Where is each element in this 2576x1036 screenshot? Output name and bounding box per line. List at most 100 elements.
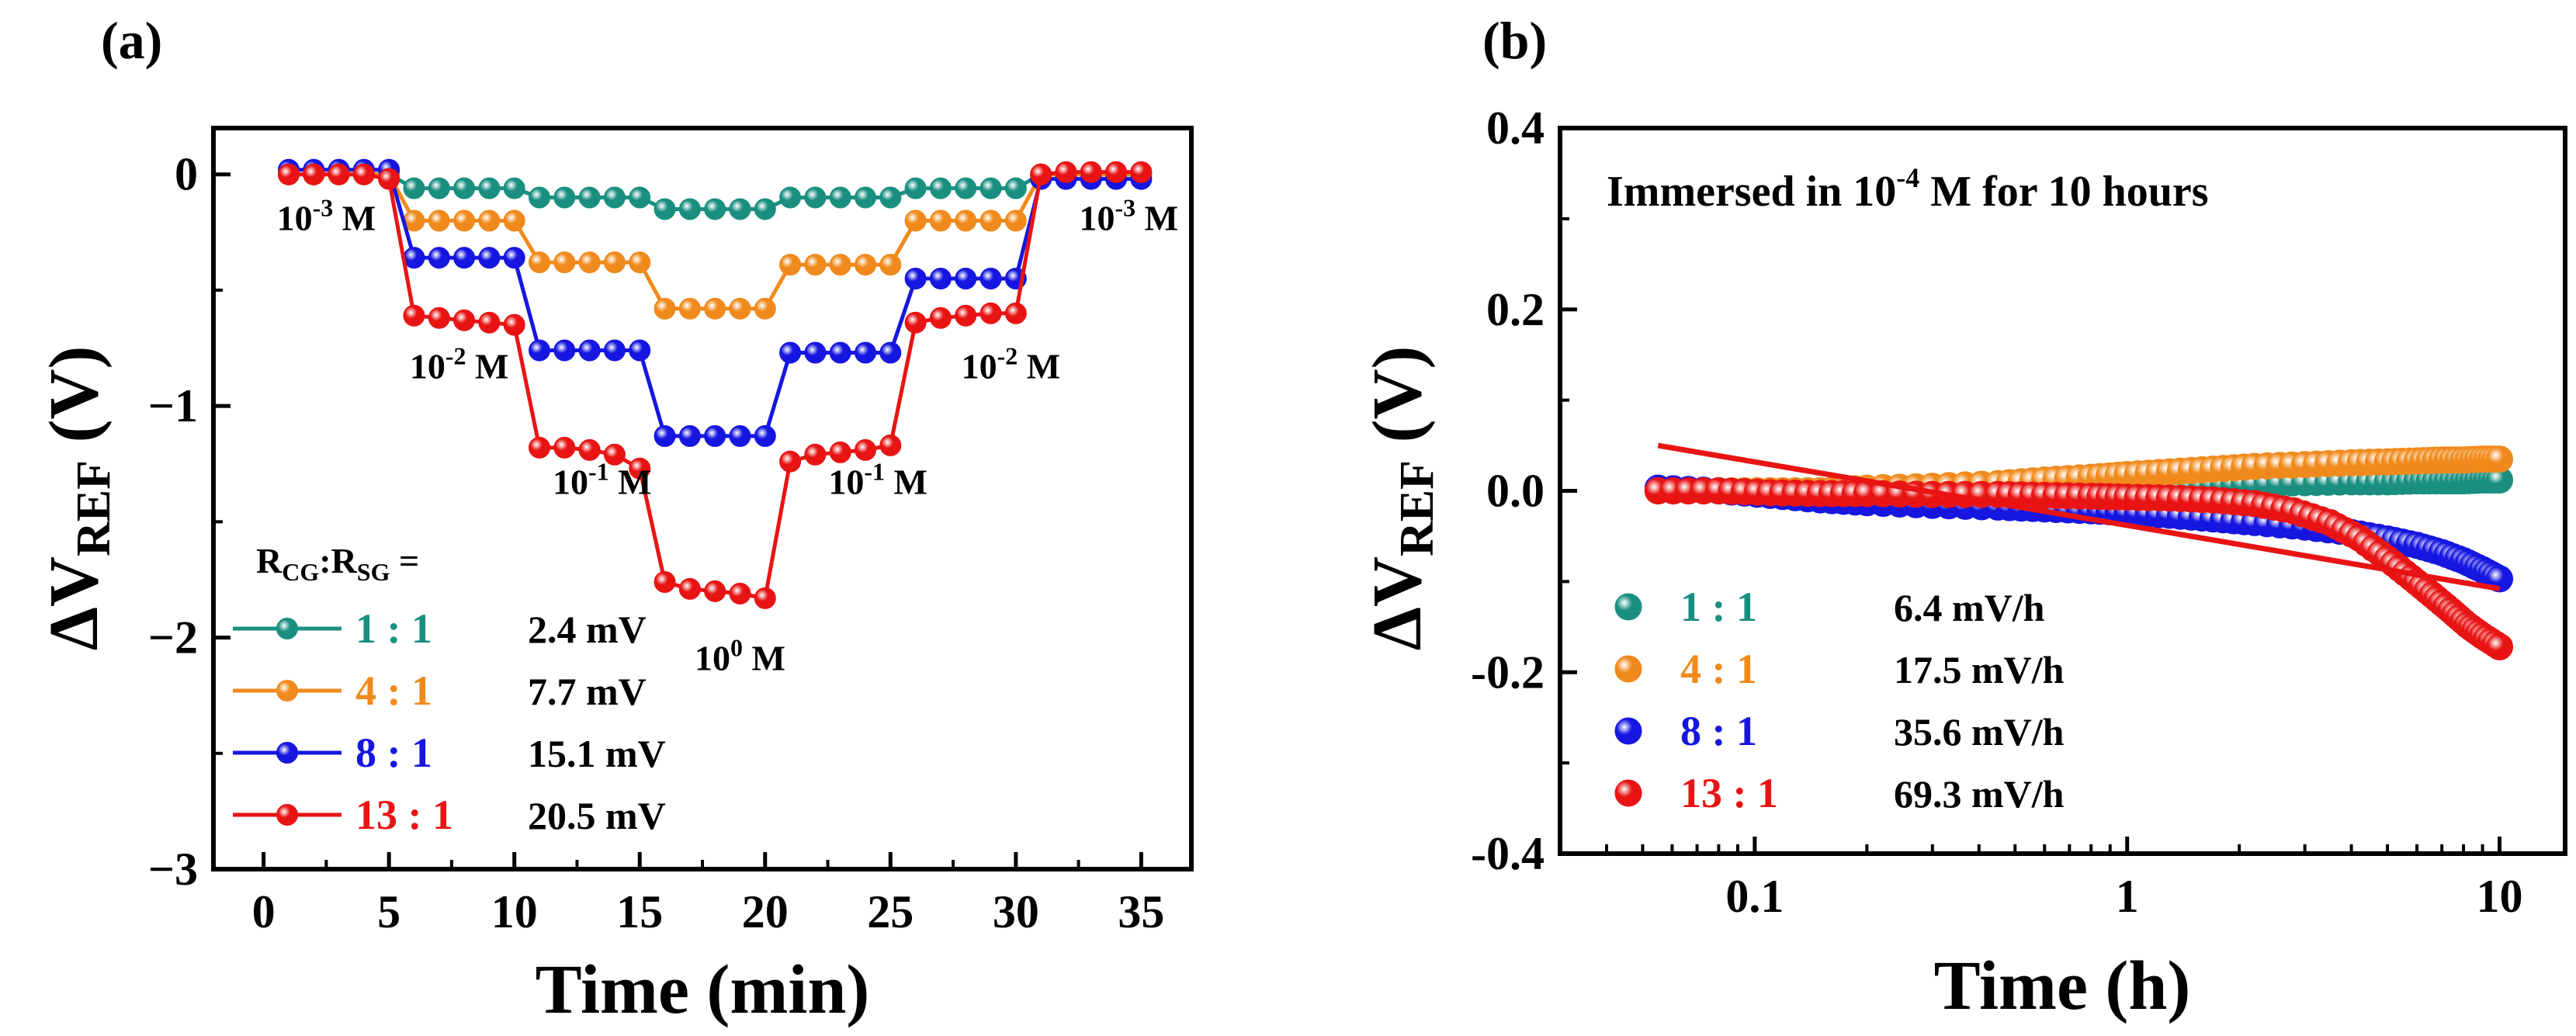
data-point-red <box>1004 302 1027 324</box>
data-point-blue <box>729 424 751 447</box>
data-point-blue <box>979 267 1002 289</box>
data-point-blue <box>829 341 851 364</box>
data-point-teal <box>529 186 550 209</box>
data-point-teal <box>578 186 601 209</box>
panel-a-chart: 0 5 10 15 20 25 30 35 0 −1 −2 −3 10-3 M 10-2 M 10-1 M… <box>36 126 1194 1028</box>
legend-ratio-teal: 1 : 1 <box>1680 584 1757 630</box>
panel-b-label: (b) <box>1482 11 1547 70</box>
data-point-red <box>678 577 701 600</box>
data-point-teal <box>754 198 776 220</box>
panel-a-ylabel: ΔVREF (V) <box>36 346 120 651</box>
concentration-label: 10-3 M <box>1079 193 1178 237</box>
data-point-teal <box>478 177 501 199</box>
panel-b-xlabel: Time (h) <box>1934 948 2191 1024</box>
data-point-red <box>403 304 425 327</box>
data-point-teal <box>428 177 450 199</box>
data-point-orange <box>804 254 827 276</box>
y-tick-label: −3 <box>148 844 198 895</box>
data-point-blue <box>879 341 902 364</box>
data-point-blue <box>603 339 626 362</box>
data-point-teal <box>979 177 1002 199</box>
data-point-teal <box>779 186 802 209</box>
data-point-red <box>1105 161 1128 183</box>
data-point-blue <box>678 424 701 447</box>
data-point-red <box>603 443 626 466</box>
data-point-red <box>804 443 827 466</box>
concentration-label: 10-2 M <box>410 341 509 386</box>
legend-marker-red <box>276 804 298 826</box>
fit-line <box>1657 442 2501 592</box>
data-point-orange <box>654 297 676 320</box>
x-tick-label: 5 <box>377 886 400 937</box>
data-point-teal <box>704 198 726 220</box>
data-point-orange <box>879 254 902 276</box>
data-point-orange <box>955 210 977 232</box>
panel-a-label: (a) <box>101 11 162 70</box>
data-point-orange <box>553 251 576 274</box>
data-point-red <box>855 438 876 461</box>
data-point-red <box>553 436 576 459</box>
panel-b-ylabel: ΔVREF (V) <box>1359 346 1444 651</box>
data-point-red <box>704 580 726 602</box>
legend-ratio-red: 13 : 1 <box>355 792 453 838</box>
data-point-red <box>1030 163 1052 185</box>
x-tick-label: 1 <box>2116 871 2139 922</box>
concentration-label: 10-3 M <box>277 193 376 237</box>
concentration-label: 100 M <box>695 633 785 677</box>
x-tick-label: 25 <box>867 886 914 937</box>
data-point-orange <box>1004 210 1027 232</box>
legend-marker-teal <box>1614 593 1642 621</box>
data-point-orange <box>529 251 550 274</box>
data-point-orange <box>478 210 501 232</box>
data-point-orange <box>578 251 601 274</box>
legend-ratio-blue: 8 : 1 <box>1680 708 1757 754</box>
data-point-orange <box>629 251 651 274</box>
legend-value-blue: 15.1 mV <box>528 732 666 775</box>
legend-marker-orange <box>276 680 298 702</box>
data-point-orange <box>855 254 876 276</box>
data-point-teal <box>804 186 827 209</box>
y-tick-label: -0.2 <box>1471 646 1545 698</box>
data-point-blue <box>804 341 827 364</box>
data-point-blue <box>929 267 952 289</box>
data-point-teal <box>678 198 701 220</box>
data-point-teal <box>829 186 851 209</box>
data-point-red <box>277 163 300 185</box>
data-point-teal <box>904 177 927 199</box>
data-point-blue <box>779 341 802 364</box>
legend-rate-teal: 6.4 mV/h <box>1894 586 2045 629</box>
legend-ratio-blue: 8 : 1 <box>355 729 432 776</box>
data-point-orange <box>2486 445 2514 473</box>
data-point-red <box>2486 633 2514 661</box>
data-point-red <box>1055 161 1077 183</box>
legend-marker-teal <box>276 618 298 639</box>
data-point-blue <box>578 339 601 362</box>
concentration-label: 10-1 M <box>553 458 652 502</box>
y-tick-label: 0.2 <box>1486 284 1545 335</box>
data-point-orange <box>929 210 952 232</box>
data-point-blue <box>654 424 676 447</box>
data-point-red <box>829 441 851 463</box>
data-point-blue <box>553 339 576 362</box>
x-tick-label: 0 <box>252 886 276 937</box>
legend-rate-red: 69.3 mV/h <box>1894 772 2065 816</box>
data-point-red <box>578 438 601 461</box>
data-point-blue <box>529 339 550 362</box>
x-tick-label: 10 <box>491 886 538 937</box>
data-point-red <box>503 314 525 336</box>
data-point-blue <box>754 424 776 447</box>
data-point-red <box>654 570 676 593</box>
data-point-blue <box>629 339 651 362</box>
data-point-red <box>529 436 550 459</box>
data-point-red <box>929 307 952 329</box>
data-point-red <box>1080 161 1102 183</box>
data-point-orange <box>829 254 851 276</box>
x-tick-label: 20 <box>742 886 789 937</box>
x-tick-label: 0.1 <box>1725 871 1784 922</box>
data-point-teal <box>403 177 425 199</box>
legend-ratio-orange: 4 : 1 <box>1680 646 1757 692</box>
data-point-red <box>328 163 350 185</box>
data-point-blue <box>428 247 450 269</box>
y-tick-label: 0.4 <box>1486 102 1545 154</box>
legend-value-orange: 7.7 mV <box>528 670 647 713</box>
